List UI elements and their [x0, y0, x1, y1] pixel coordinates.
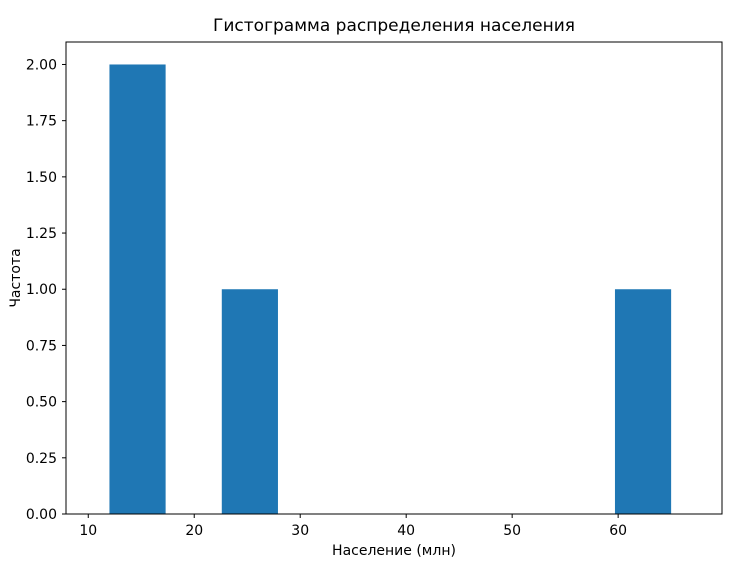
- y-tick-label: 1.75: [26, 114, 57, 130]
- y-tick-label: 0.00: [26, 507, 57, 523]
- x-tick-label: 20: [185, 523, 203, 539]
- histogram-bar: [614, 289, 672, 514]
- histogram-bar: [221, 289, 278, 514]
- x-tick-label: 30: [291, 523, 309, 539]
- y-tick-label: 1.00: [26, 282, 57, 298]
- y-tick-label: 1.25: [26, 226, 57, 242]
- x-axis-label: Население (млн): [332, 543, 456, 559]
- y-tick-label: 2.00: [26, 57, 57, 73]
- chart-title: Гистограмма распределения населения: [213, 16, 575, 36]
- x-tick-label: 10: [79, 523, 97, 539]
- histogram-bar: [109, 64, 166, 514]
- y-tick-label: 0.50: [26, 395, 57, 411]
- y-tick-label: 0.25: [26, 451, 57, 467]
- x-tick-label: 40: [397, 523, 415, 539]
- y-tick-label: 1.50: [26, 170, 57, 186]
- x-tick-label: 60: [609, 523, 627, 539]
- x-tick-label: 50: [503, 523, 521, 539]
- y-tick-label: 0.75: [26, 338, 57, 354]
- plot-border: [65, 41, 723, 515]
